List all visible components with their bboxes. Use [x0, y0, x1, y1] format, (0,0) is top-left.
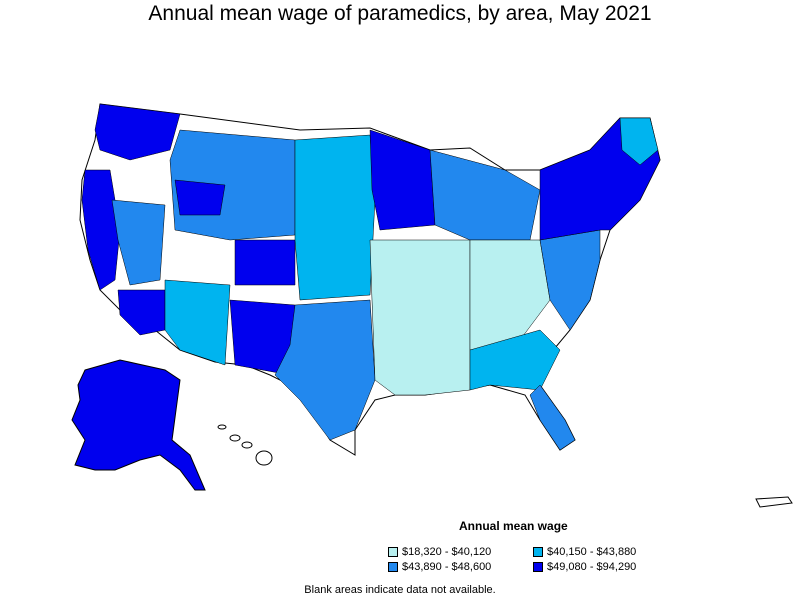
- legend-label-3: $43,890 - $48,600: [402, 561, 492, 573]
- region-northwest-high: [94, 103, 181, 161]
- legend-swatch-1: [388, 547, 398, 557]
- legend-item-2: $40,150 - $43,880: [533, 546, 636, 558]
- legend-label-1: $18,320 - $40,120: [402, 546, 492, 558]
- legend-swatch-3: [388, 562, 398, 572]
- legend-label-2: $40,150 - $43,880: [547, 546, 637, 558]
- region-southeast-mid: [469, 329, 561, 391]
- region-southwest-high: [117, 289, 166, 336]
- region-nevada-mid: [111, 199, 166, 286]
- region-colorado-high: [234, 239, 296, 286]
- legend-swatch-4: [533, 562, 543, 572]
- legend-item-3: $43,890 - $48,600: [388, 561, 491, 573]
- legend-item-4: $49,080 - $94,290: [533, 561, 636, 573]
- alaska: [71, 359, 206, 491]
- legend-title: Annual mean wage: [459, 519, 568, 533]
- legend-label-4: $49,080 - $94,290: [547, 561, 637, 573]
- region-plains-mid: [294, 134, 376, 301]
- contiguous-us: [79, 103, 661, 456]
- region-west-coast-high: [81, 169, 121, 291]
- region-florida-mid: [529, 384, 576, 451]
- map-title: Annual mean wage of paramedics, by area,…: [148, 2, 652, 25]
- puerto-rico: [755, 496, 793, 508]
- region-south-central-low: [369, 239, 471, 396]
- legend-swatch-2: [533, 547, 543, 557]
- region-midwest-high: [369, 129, 436, 231]
- region-appalachia-low: [469, 239, 551, 351]
- region-texas-mid: [274, 299, 376, 441]
- blank-areas-note: Blank areas indicate data not available.: [304, 584, 496, 596]
- legend-item-1: $18,320 - $40,120: [388, 546, 491, 558]
- hawaii: [217, 424, 273, 466]
- region-arizona-mid: [164, 279, 231, 366]
- region-idaho-high: [174, 179, 226, 216]
- region-maine-mid: [619, 117, 659, 166]
